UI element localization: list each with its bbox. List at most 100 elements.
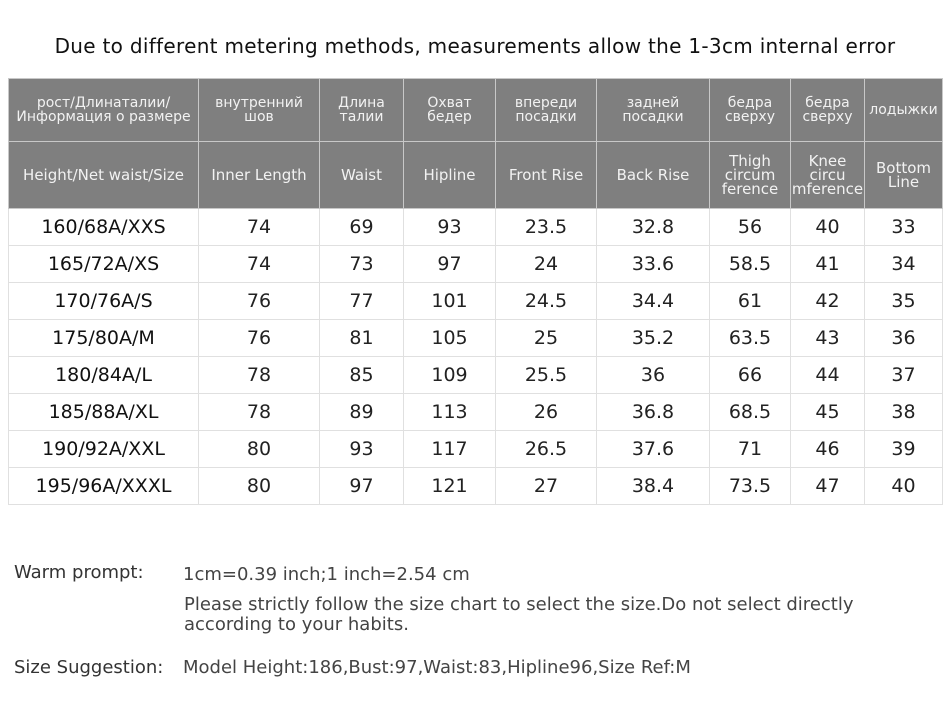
table-row: 195/96A/XXXL 80 97 121 27 38.4 73.5 47 4…	[8, 467, 943, 505]
table-cell: 38.4	[596, 467, 710, 505]
header-ru-size: рост/Длинаталии/ Информация о размере	[8, 78, 199, 142]
table-cell: 58.5	[709, 245, 791, 283]
table-cell: 43	[790, 319, 865, 357]
table-cell: 73.5	[709, 467, 791, 505]
table-cell: 77	[319, 282, 404, 320]
header-row-english: Height/Net waist/Size Inner Length Waist…	[8, 141, 943, 209]
table-cell: 97	[403, 245, 496, 283]
table-row: 180/84A/L 78 85 109 25.5 36 66 44 37	[8, 356, 943, 394]
size-chart-table: рост/Длинаталии/ Информация о размере вн…	[8, 78, 943, 505]
table-cell: 109	[403, 356, 496, 394]
table-cell: 165/72A/XS	[8, 245, 199, 283]
warm-prompt-label: Warm prompt:	[14, 562, 144, 583]
header-en-hipline: Hipline	[403, 141, 496, 209]
table-cell: 26.5	[495, 430, 597, 468]
header-ru-knee: бедра сверху	[790, 78, 865, 142]
table-cell: 85	[319, 356, 404, 394]
table-cell: 121	[403, 467, 496, 505]
table-cell: 24.5	[495, 282, 597, 320]
table-cell: 40	[864, 467, 943, 505]
table-cell: 97	[319, 467, 404, 505]
table-cell: 40	[790, 208, 865, 246]
warm-prompt-conversion: 1cm=0.39 inch;1 inch=2.54 cm	[183, 564, 470, 585]
table-cell: 33	[864, 208, 943, 246]
table-cell: 190/92A/XXL	[8, 430, 199, 468]
table-cell: 45	[790, 393, 865, 431]
table-cell: 170/76A/S	[8, 282, 199, 320]
table-cell: 66	[709, 356, 791, 394]
table-cell: 56	[709, 208, 791, 246]
header-en-thigh: Thigh circum ference	[709, 141, 791, 209]
table-cell: 47	[790, 467, 865, 505]
header-en-back-rise: Back Rise	[596, 141, 710, 209]
table-cell: 117	[403, 430, 496, 468]
table-cell: 78	[198, 393, 320, 431]
table-cell: 113	[403, 393, 496, 431]
table-row: 170/76A/S 76 77 101 24.5 34.4 61 42 35	[8, 282, 943, 320]
table-cell: 160/68A/XXS	[8, 208, 199, 246]
table-cell: 93	[403, 208, 496, 246]
header-en-inner-length: Inner Length	[198, 141, 320, 209]
table-cell: 80	[198, 467, 320, 505]
table-cell: 93	[319, 430, 404, 468]
table-row: 160/68A/XXS 74 69 93 23.5 32.8 56 40 33	[8, 208, 943, 246]
table-cell: 101	[403, 282, 496, 320]
size-suggestion-text: Model Height:186,Bust:97,Waist:83,Hiplin…	[183, 657, 691, 678]
table-cell: 180/84A/L	[8, 356, 199, 394]
header-ru-hipline: Охват бедер	[403, 78, 496, 142]
table-cell: 27	[495, 467, 597, 505]
table-cell: 185/88A/XL	[8, 393, 199, 431]
table-cell: 39	[864, 430, 943, 468]
header-en-knee: Knee circu mference	[790, 141, 865, 209]
warm-prompt-instruction: Please strictly follow the size chart to…	[184, 594, 854, 635]
table-cell: 25.5	[495, 356, 597, 394]
header-ru-thigh: бедра сверху	[709, 78, 791, 142]
table-cell: 25	[495, 319, 597, 357]
table-cell: 36.8	[596, 393, 710, 431]
table-cell: 24	[495, 245, 597, 283]
table-cell: 23.5	[495, 208, 597, 246]
table-cell: 42	[790, 282, 865, 320]
header-ru-bottom: лодыжки	[864, 78, 943, 142]
table-cell: 36	[596, 356, 710, 394]
table-cell: 73	[319, 245, 404, 283]
header-ru-back-rise: задней посадки	[596, 78, 710, 142]
table-cell: 89	[319, 393, 404, 431]
table-cell: 32.8	[596, 208, 710, 246]
header-en-waist: Waist	[319, 141, 404, 209]
table-cell: 76	[198, 319, 320, 357]
table-cell: 76	[198, 282, 320, 320]
table-cell: 175/80A/M	[8, 319, 199, 357]
table-cell: 34.4	[596, 282, 710, 320]
table-cell: 46	[790, 430, 865, 468]
table-cell: 74	[198, 208, 320, 246]
table-cell: 37.6	[596, 430, 710, 468]
table-cell: 71	[709, 430, 791, 468]
table-cell: 38	[864, 393, 943, 431]
table-row: 175/80A/M 76 81 105 25 35.2 63.5 43 36	[8, 319, 943, 357]
table-cell: 68.5	[709, 393, 791, 431]
header-en-size: Height/Net waist/Size	[8, 141, 199, 209]
table-cell: 195/96A/XXXL	[8, 467, 199, 505]
table-cell: 78	[198, 356, 320, 394]
table-cell: 35.2	[596, 319, 710, 357]
table-cell: 81	[319, 319, 404, 357]
table-cell: 63.5	[709, 319, 791, 357]
table-cell: 80	[198, 430, 320, 468]
table-row: 165/72A/XS 74 73 97 24 33.6 58.5 41 34	[8, 245, 943, 283]
header-ru-front-rise: впереди посадки	[495, 78, 597, 142]
header-en-front-rise: Front Rise	[495, 141, 597, 209]
table-cell: 37	[864, 356, 943, 394]
header-ru-waist: Длина талии	[319, 78, 404, 142]
header-ru-inner-length: внутренний шов	[198, 78, 320, 142]
table-cell: 105	[403, 319, 496, 357]
table-cell: 34	[864, 245, 943, 283]
table-row: 185/88A/XL 78 89 113 26 36.8 68.5 45 38	[8, 393, 943, 431]
table-row: 190/92A/XXL 80 93 117 26.5 37.6 71 46 39	[8, 430, 943, 468]
table-cell: 69	[319, 208, 404, 246]
table-cell: 41	[790, 245, 865, 283]
size-suggestion-label: Size Suggestion:	[14, 657, 164, 678]
table-cell: 61	[709, 282, 791, 320]
table-cell: 44	[790, 356, 865, 394]
table-cell: 36	[864, 319, 943, 357]
